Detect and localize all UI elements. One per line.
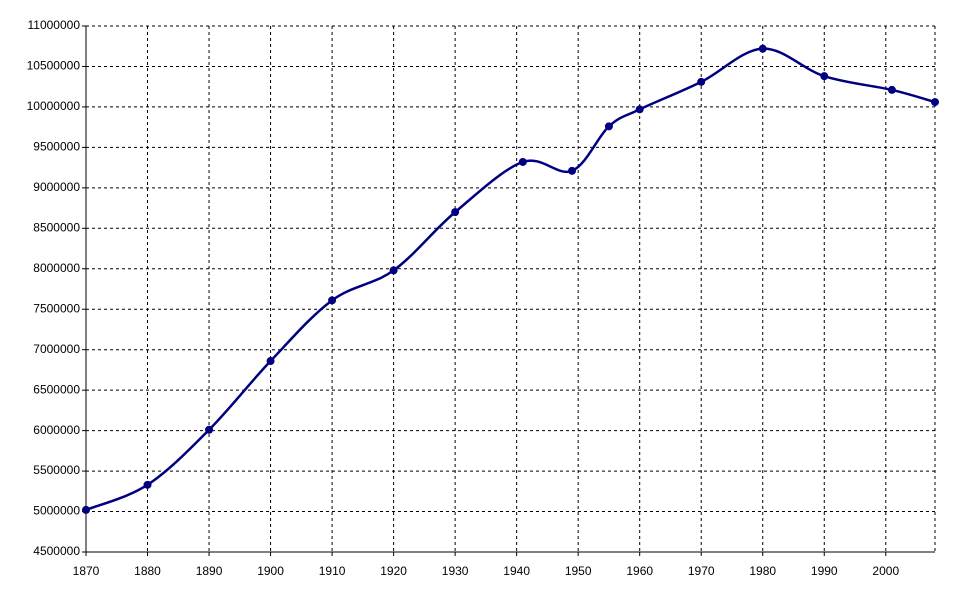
- x-tick-label: 1900: [257, 564, 284, 578]
- x-tick-label: 1950: [565, 564, 592, 578]
- marker: [389, 266, 398, 275]
- x-tick-label: 2000: [872, 564, 899, 578]
- x-tick-label: 1880: [134, 564, 161, 578]
- marker: [568, 166, 577, 175]
- y-tick-label: 6000000: [33, 423, 80, 437]
- marker: [604, 122, 613, 131]
- marker: [758, 44, 767, 53]
- y-tick-label: 7500000: [33, 301, 80, 315]
- y-tick-label: 8000000: [33, 261, 80, 275]
- marker: [635, 105, 644, 114]
- x-tick-label: 1990: [811, 564, 838, 578]
- x-tick-label: 1960: [626, 564, 653, 578]
- y-tick-label: 8500000: [33, 220, 80, 234]
- marker: [697, 77, 706, 86]
- marker: [931, 98, 939, 107]
- y-tick-label: 10000000: [27, 99, 81, 113]
- x-tick-label: 1910: [319, 564, 346, 578]
- x-tick-label: 1920: [380, 564, 407, 578]
- x-tick-label: 1940: [503, 564, 530, 578]
- y-tick-label: 5000000: [33, 504, 80, 518]
- x-tick-label: 1930: [442, 564, 469, 578]
- y-tick-label: 9000000: [33, 180, 80, 194]
- y-tick-label: 9500000: [33, 140, 80, 154]
- marker: [205, 425, 214, 434]
- x-tick-label: 1890: [196, 564, 223, 578]
- marker: [518, 157, 527, 166]
- marker: [143, 480, 152, 489]
- line: [85, 47, 936, 512]
- x-tick-label: 1870: [73, 564, 100, 578]
- y-tick-label: 7000000: [33, 342, 80, 356]
- y-tick-label: 11000000: [28, 18, 81, 32]
- y-tick-label: 5500000: [33, 463, 80, 477]
- marker: [328, 296, 337, 305]
- x-tick-label: 1980: [749, 564, 776, 578]
- y-tick-label: 10500000: [27, 59, 81, 73]
- x-tick-label: 1970: [688, 564, 715, 578]
- marker: [887, 85, 896, 94]
- marker: [820, 72, 829, 81]
- y-tick-label: 6500000: [33, 382, 80, 396]
- marker: [451, 208, 460, 217]
- marker: [266, 357, 275, 366]
- marker: [82, 505, 90, 514]
- y-tick-label: 4500000: [33, 544, 80, 558]
